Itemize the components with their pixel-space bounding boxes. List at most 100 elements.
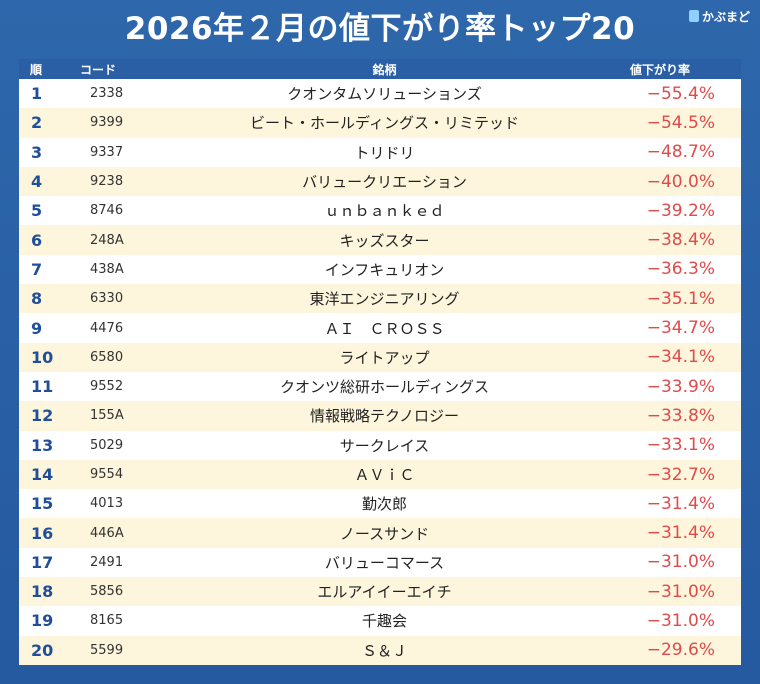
code-cell: 2491 [90,554,124,570]
rank-cell: 13 [31,435,54,455]
header-rank: 順 [30,62,43,77]
rank-cell: 5 [31,201,43,221]
rank-cell: 10 [31,347,54,367]
name-cell: サークレイス [339,436,430,455]
rate-cell: −38.4% [646,230,715,251]
name-cell: クオンツ総研ホールディングス [280,378,489,397]
table-body: 1 2338 クオンタムソリューションズ −55.4% 2 9399 ビート・ホールディン… [19,79,741,665]
rank-cell: 9 [31,318,43,338]
rank-cell: 12 [31,406,54,426]
table-row: 9 4476 ＡＩ ＣＲＯＳＳ −34.7% [19,313,741,343]
table-row: 20 5599 Ｓ＆Ｊ −29.6% [19,635,741,665]
rate-cell: −33.8% [646,405,715,426]
rank-cell: 6 [31,230,43,250]
table-row: 10 6580 ライトアップ −34.1% [19,342,741,372]
code-cell: 2338 [90,86,124,102]
code-cell: 9337 [90,144,124,160]
header-name: 銘柄 [372,62,397,77]
table-row: 18 5856 エルアイイーエイチ −31.0% [19,577,741,607]
brand-logo: かぶまど [688,7,750,25]
rank-cell: 16 [31,523,54,543]
rank-cell: 14 [31,465,54,484]
code-cell: 8746 [90,203,124,219]
code-cell: 6580 [90,349,124,365]
rank-cell: 19 [31,611,54,631]
rank-cell: 20 [31,640,54,660]
name-cell: クオンタムソリューションズ [287,85,482,104]
rate-cell: −33.9% [646,376,715,397]
code-cell: 9238 [90,174,124,190]
table-row: 5 8746 ｕｎｂａｎｋｅｄ −39.2% [19,196,741,226]
name-cell: ノースサンド [339,524,430,543]
code-cell: 4476 [90,320,124,336]
rate-cell: −34.1% [646,347,715,368]
name-cell: ＡＩ ＣＲＯＳＳ [324,319,445,338]
rank-cell: 17 [31,552,54,572]
rank-cell: 11 [31,377,54,397]
rate-cell: −31.0% [646,552,715,573]
rate-cell: −34.7% [646,318,715,339]
table-row: 11 9552 クオンツ総研ホールディングス −33.9% [19,371,741,402]
code-cell: 155A [90,408,124,424]
rate-cell: −29.6% [646,640,715,661]
rate-cell: −39.2% [646,200,715,221]
name-cell: 東洋エンジニアリング [309,290,460,309]
name-cell: 情報戦略テクノロジー [309,407,460,426]
code-cell: 446A [90,525,124,541]
code-cell: 248A [90,232,124,248]
rate-cell: −31.0% [646,610,715,631]
rate-cell: −40.0% [646,171,715,192]
table-row: 13 5029 サークレイス −33.1% [19,430,741,460]
rank-cell: 8 [31,289,43,309]
name-cell: ＡＶｉＣ [354,466,415,484]
table-row: 1 2338 クオンタムソリューションズ −55.4% [19,79,741,109]
table-row: 17 2491 バリューコマース −31.0% [19,547,741,578]
rate-cell: −31.0% [646,581,715,602]
name-cell: ライトアップ [339,348,430,367]
rate-cell: −54.5% [646,112,715,133]
table-row: 2 9399 ビート・ホールディングス・リミテッド −54.5% [19,108,741,138]
name-cell: 千趣会 [361,612,407,631]
table-row: 14 9554 ＡＶｉＣ −32.7% [19,459,741,490]
rank-cell: 1 [31,84,43,104]
table-row: 16 446A ノースサンド −31.4% [19,518,741,548]
code-cell: 9552 [90,379,124,395]
rate-cell: −55.4% [646,83,715,104]
table-header: 順 コード 銘柄 値下がり率 [19,59,741,79]
name-cell: インフキュリオン [324,260,445,279]
name-cell: トリドリ [354,143,415,162]
code-cell: 5599 [90,642,124,658]
table-row: 15 4013 勤次郎 −31.4% [19,489,741,519]
rank-cell: 7 [31,259,43,279]
ranking-table: 順 コード 銘柄 値下がり率 1 2338 クオンタムソリューションズ −55.4% … [19,59,741,665]
code-cell: 5029 [90,437,124,453]
table-row: 4 9238 バリュークリエーション −40.0% [19,166,741,197]
brand-logo-icon [688,10,699,22]
brand-logo-text: かぶまど [701,9,750,24]
rate-cell: −32.7% [646,464,715,485]
table-row: 6 248A キッズスター −38.4% [19,225,741,255]
code-cell: 8165 [90,613,124,629]
table-row: 8 6330 東洋エンジニアリング −35.1% [19,284,741,314]
table-row: 12 155A 情報戦略テクノロジー −33.8% [19,401,741,431]
page-title: 2026年２月の値下がり率トップ20 [124,11,636,47]
code-cell: 9399 [90,115,124,131]
code-cell: 5856 [90,584,124,600]
header-code: コード [80,62,117,77]
name-cell: ｕｎｂａｎｋｅｄ [324,202,445,221]
name-cell: バリュークリエーション [302,173,467,192]
name-cell: エルアイイーエイチ [317,583,452,602]
rank-cell: 18 [31,582,54,602]
table-row: 7 438A インフキュリオン −36.3% [19,254,741,285]
name-cell: バリューコマース [324,553,445,572]
rate-cell: −31.4% [646,493,715,514]
code-cell: 4013 [90,496,124,512]
name-cell: 勤次郎 [361,495,407,514]
rate-cell: −48.7% [646,142,715,163]
rank-cell: 2 [31,113,43,133]
rate-cell: −35.1% [646,288,715,309]
code-cell: 6330 [90,291,124,307]
name-cell: キッズスター [339,231,430,250]
table-row: 19 8165 千趣会 −31.0% [19,606,741,636]
